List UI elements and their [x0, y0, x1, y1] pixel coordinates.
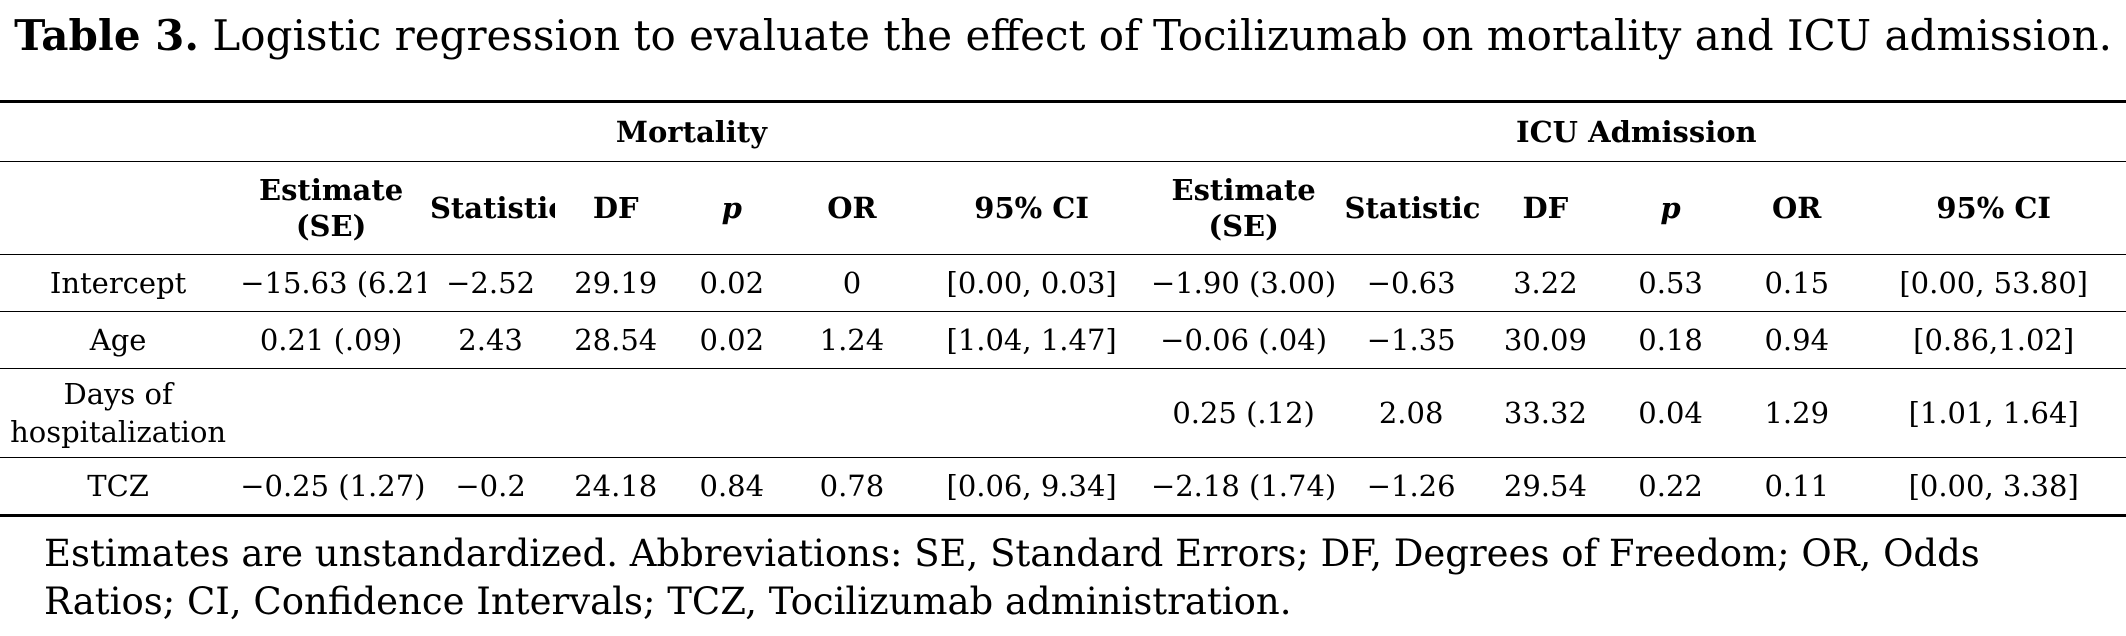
table-cell: [917, 369, 1147, 458]
group-header-row: Mortality ICU Admission: [0, 101, 2126, 162]
table-cell: −1.90 (3.00): [1150, 266, 1337, 300]
col-header-df: DF: [592, 191, 639, 225]
col-header-p: p: [1660, 191, 1681, 225]
table-cell: 0.04: [1638, 396, 1703, 430]
group-header-icu-admission: ICU Admission: [1516, 115, 1757, 149]
table-cell: 0.78: [819, 469, 885, 503]
table-cell: 0.53: [1638, 266, 1703, 300]
table-cell: [787, 369, 916, 458]
table-cell: [676, 369, 787, 458]
col-header-estimate: Estimate (SE): [259, 173, 404, 243]
regression-table: Mortality ICU Admission Estimate (SE) St…: [0, 100, 2126, 517]
table-cell: −1.26: [1366, 469, 1456, 503]
table-cell: 2.08: [1378, 396, 1444, 430]
row-label: Age: [89, 323, 147, 357]
row-label: Intercept: [49, 266, 187, 300]
table-cell: 33.32: [1503, 396, 1587, 430]
table-cell: 0.15: [1764, 266, 1830, 300]
table-cell: 30.09: [1503, 323, 1587, 357]
table-cell: [0.06, 9.34]: [946, 469, 1117, 503]
table-cell: −15.63 (6.21): [240, 266, 426, 300]
table-cell: −0.2: [455, 469, 526, 503]
table-cell: 3.22: [1513, 266, 1578, 300]
col-header-ci: 95% CI: [974, 191, 1089, 225]
col-header-statistic: Statistic: [1344, 191, 1481, 225]
row-label: TCZ: [87, 469, 149, 503]
table-cell: [1.01, 1.64]: [1908, 396, 2079, 430]
column-header-row: Estimate (SE) Statistic DF p OR 95% CI E…: [0, 161, 2126, 255]
empty-corner-cell: [0, 102, 236, 162]
table-cell: [1.04, 1.47]: [946, 323, 1117, 357]
table-cell: −0.25 (1.27): [240, 469, 426, 503]
col-header-or: OR: [1772, 191, 1822, 225]
table-cell: [0.00, 0.03]: [946, 266, 1117, 300]
table-row-age: Age 0.21 (.09) 2.43 28.54 0.02 1.24 [1.0…: [0, 311, 2126, 369]
col-header-estimate: Estimate (SE): [1171, 173, 1316, 243]
col-header-or: OR: [827, 191, 877, 225]
table-caption: Table 3. Logistic regression to evaluate…: [0, 8, 2126, 64]
table-cell: −0.63: [1366, 266, 1456, 300]
col-header-df: DF: [1522, 191, 1569, 225]
table-cell: 0.84: [699, 469, 765, 503]
table-row-tcz: TCZ −0.25 (1.27) −0.2 24.18 0.84 0.78 [0…: [0, 457, 2126, 516]
table-cell: [0.00, 53.80]: [1899, 266, 2088, 300]
table-cell: 0.22: [1638, 469, 1703, 503]
table-cell: −0.06 (.04): [1160, 323, 1328, 357]
table-cell: 2.43: [458, 323, 523, 357]
table-cell: 0.18: [1638, 323, 1703, 357]
table-cell: [236, 369, 426, 458]
table-cell: −2.52: [446, 266, 535, 300]
table-cell: 29.54: [1503, 469, 1587, 503]
table-row-intercept: Intercept −15.63 (6.21) −2.52 29.19 0.02…: [0, 254, 2126, 312]
col-header-statistic: Statistic: [429, 191, 556, 225]
table-cell: 1.24: [819, 323, 885, 357]
empty-row-label-header: [0, 162, 236, 255]
col-header-ci: 95% CI: [1936, 191, 2051, 225]
table-cell: [555, 369, 676, 458]
col-header-p: p: [721, 191, 742, 225]
table-cell: 29.19: [574, 266, 658, 300]
table-cell: 1.29: [1764, 396, 1830, 430]
table-cell: 0.21 (.09): [259, 323, 403, 357]
table-cell: 0.02: [699, 266, 765, 300]
table-cell: −2.18 (1.74): [1150, 469, 1337, 503]
table-footnote: Estimates are unstandardized. Abbreviati…: [44, 532, 1980, 623]
table-cell: [0.00, 3.38]: [1908, 469, 2079, 503]
table-caption-text: Logistic regression to evaluate the effe…: [212, 11, 2112, 60]
table-row-days-of-hospitalization: Days of hospitalization 0.25 (.12) 2.08 …: [0, 368, 2126, 458]
table-cell: [0.86,1.02]: [1913, 323, 2075, 357]
table-cell: −1.35: [1366, 323, 1456, 357]
group-header-mortality: Mortality: [615, 115, 768, 149]
table-cell: 0.25 (.12): [1172, 396, 1315, 430]
row-label: Days of hospitalization: [10, 377, 227, 449]
table-cell: 0: [842, 266, 862, 300]
table-cell: 0.02: [699, 323, 765, 357]
table-cell: 28.54: [574, 323, 658, 357]
table-cell: 0.94: [1764, 323, 1830, 357]
table-cell: 0.11: [1764, 469, 1830, 503]
table-cell: 24.18: [574, 469, 658, 503]
table-cell: [426, 369, 555, 458]
table-caption-label: Table 3.: [14, 11, 200, 60]
